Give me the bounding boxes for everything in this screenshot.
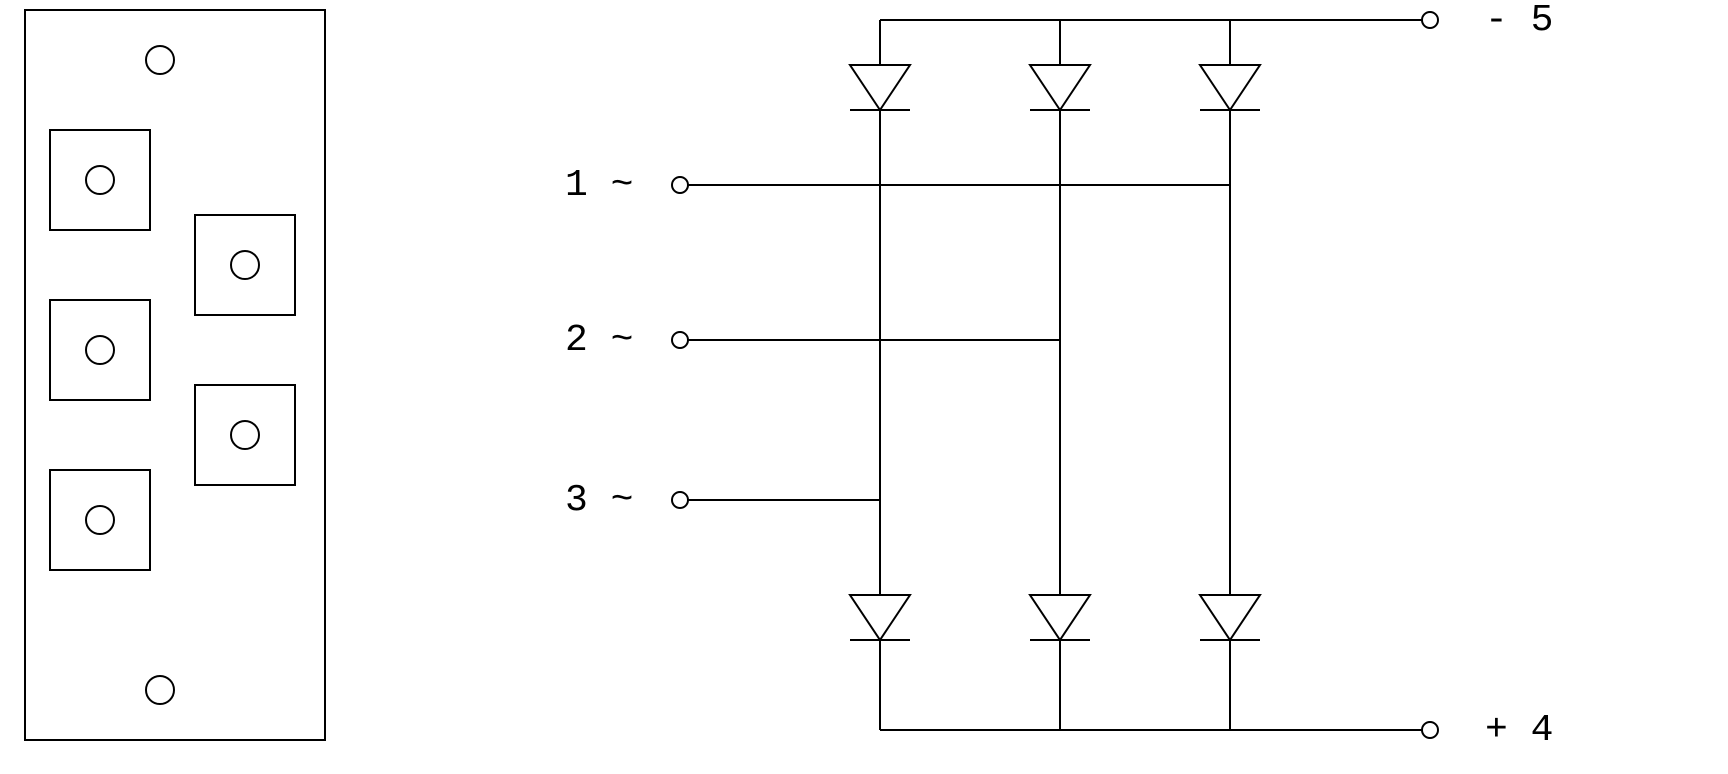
output-label-0: - 5 bbox=[1485, 0, 1553, 42]
diode-bot-1 bbox=[1030, 595, 1090, 640]
diode-top-1 bbox=[1030, 65, 1090, 110]
output-label-1: + 4 bbox=[1485, 709, 1553, 752]
input-label-1: 2 ~ bbox=[565, 319, 633, 362]
input-label-0: 1 ~ bbox=[565, 164, 633, 207]
pad-left-1 bbox=[50, 300, 150, 400]
pad-right-0 bbox=[195, 215, 295, 315]
input-label-2: 3 ~ bbox=[565, 479, 633, 522]
diode-top-2 bbox=[1200, 65, 1260, 110]
pad-left-0 bbox=[50, 130, 150, 230]
output-terminal-1 bbox=[1422, 722, 1438, 738]
output-terminal-0 bbox=[1422, 12, 1438, 28]
pad-left-2 bbox=[50, 470, 150, 570]
schematic: 1 ~ 2 ~ 3 ~ - 5 + 4 bbox=[565, 0, 1553, 752]
diode-bot-2 bbox=[1200, 595, 1260, 640]
package-body bbox=[25, 10, 325, 740]
mount-hole-0 bbox=[146, 46, 174, 74]
diode-top-0 bbox=[850, 65, 910, 110]
diode-bot-0 bbox=[850, 595, 910, 640]
input-terminal-2 bbox=[672, 492, 688, 508]
pad-right-1 bbox=[195, 385, 295, 485]
package-outline bbox=[25, 10, 325, 740]
mount-hole-1 bbox=[146, 676, 174, 704]
input-terminal-0 bbox=[672, 177, 688, 193]
input-terminal-1 bbox=[672, 332, 688, 348]
